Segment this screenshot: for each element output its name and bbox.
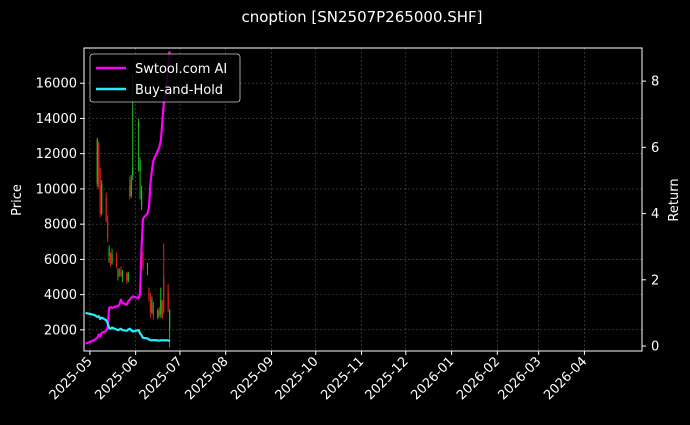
candle-body [151,299,153,313]
legend-label-bh: Buy-and-Hold [135,83,223,98]
candle-body [146,264,149,267]
candle-body [163,277,165,313]
right-axis-label: Return [667,178,682,221]
candle-body [101,183,103,214]
candle-body [99,185,101,214]
right-tick-label: 6 [651,141,659,156]
candle-body [152,305,154,316]
right-tick-label: 8 [651,75,659,90]
candle-body [118,269,121,276]
candle-body [105,197,107,221]
candle-body [160,299,162,315]
candle-body [109,254,112,265]
legend-box [89,53,241,103]
candle-body [111,254,113,263]
right-tick-label: 2 [651,273,659,288]
left-tick-label: 14000 [36,112,77,127]
left-tick-label: 6000 [44,253,77,268]
return-lines [85,51,171,345]
chart-title: cnoption [SN2507P265000.SHF] [241,8,482,26]
candle-body [96,139,98,184]
right-tick-label: 4 [651,207,659,222]
candle-body [117,273,119,276]
candle-body [121,271,123,276]
series-line-bh [85,311,171,343]
series-line-ai [85,51,171,345]
candle-body [107,220,109,239]
candle-body [126,273,128,281]
candle-body [98,143,100,186]
candle-body [158,310,160,316]
candle-body [129,185,131,196]
candle-body [115,259,118,265]
candle-body [132,167,134,175]
candle-body [161,301,163,318]
left-tick-label: 2000 [44,323,77,338]
candle-body [148,291,150,299]
left-axis-ticks: 2000 4000 6000 8000 10000 12000 14000 16000 [36,77,84,338]
candle-body [142,259,144,267]
left-tick-label: 4000 [44,288,77,303]
candle-body [167,291,169,309]
right-axis-ticks: 0 2 4 6 8 [642,75,659,355]
candle-body [138,121,140,128]
price-candles [96,74,171,348]
gridlines [84,48,642,351]
candle-body [139,160,141,172]
candle-body [149,303,152,313]
left-tick-label: 10000 [36,182,77,197]
candle-body [140,190,143,207]
left-tick-label: 16000 [36,77,77,92]
left-tick-label: 12000 [36,147,77,162]
legend: Swtool.com AI Buy-and-Hold [89,53,241,103]
candle-body [120,271,122,276]
left-axis-label: Price [10,184,25,216]
candle-body [127,273,129,281]
candle-body [169,310,171,330]
legend-label-ai: Swtool.com AI [135,62,227,77]
right-tick-label: 0 [651,340,659,355]
plot-frame [83,47,643,352]
left-tick-label: 8000 [44,218,77,233]
candle-body [108,248,110,256]
candle-body [130,180,132,196]
candle-body [157,310,159,318]
